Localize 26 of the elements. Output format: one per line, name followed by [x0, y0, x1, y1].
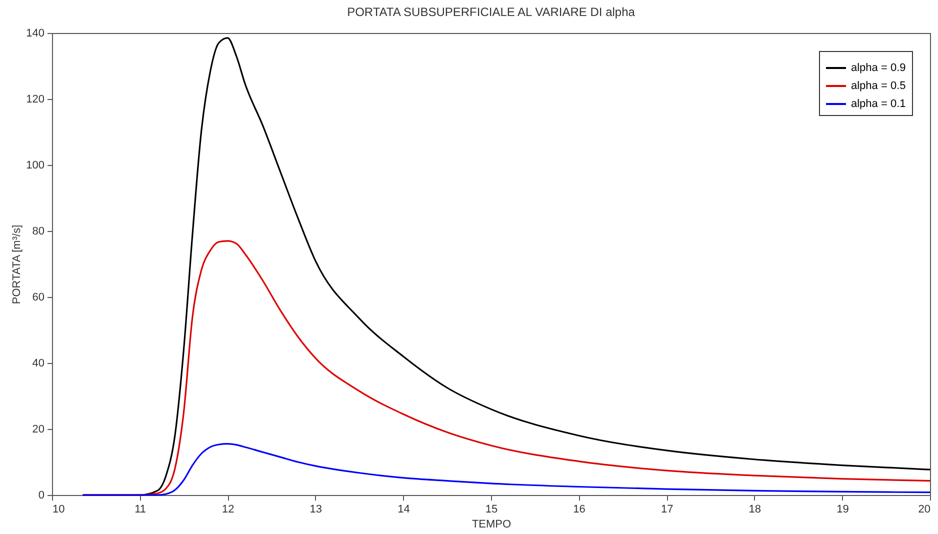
x-tick-label: 16 — [573, 504, 586, 516]
x-tick-label: 14 — [398, 504, 410, 516]
x-axis-title: TEMPO — [472, 518, 512, 530]
y-tick-label: 40 — [32, 358, 44, 370]
x-tick-label: 19 — [836, 504, 849, 516]
legend-label: alpha = 0.1 — [851, 98, 906, 110]
y-tick-label: 80 — [32, 226, 44, 238]
x-tick-label: 18 — [748, 504, 762, 516]
x-tick-label: 20 — [918, 504, 930, 516]
y-tick-label: 120 — [26, 94, 44, 106]
y-tick-label: 60 — [32, 292, 44, 304]
y-tick-label: 140 — [26, 28, 44, 40]
x-tick-label: 13 — [310, 504, 322, 516]
x-tick-label: 17 — [660, 504, 674, 516]
x-tick-label: 15 — [485, 504, 498, 516]
x-tick-label: 12 — [222, 504, 234, 516]
line-series — [82, 443, 931, 496]
x-tick-label: 11 — [134, 504, 146, 516]
y-tick-label: 100 — [26, 160, 44, 172]
legend-label: alpha = 0.5 — [851, 80, 906, 92]
x-tick-label: 10 — [52, 504, 65, 516]
chart-title: PORTATA SUBSUPERFICIALE AL VARIARE DI alpha — [347, 5, 636, 19]
legend-label: alpha = 0.9 — [851, 62, 906, 74]
y-axis-title: PORTATA [m³/s] — [11, 224, 24, 304]
y-tick-label: 20 — [32, 424, 44, 436]
y-tick-label: 0 — [38, 490, 44, 502]
